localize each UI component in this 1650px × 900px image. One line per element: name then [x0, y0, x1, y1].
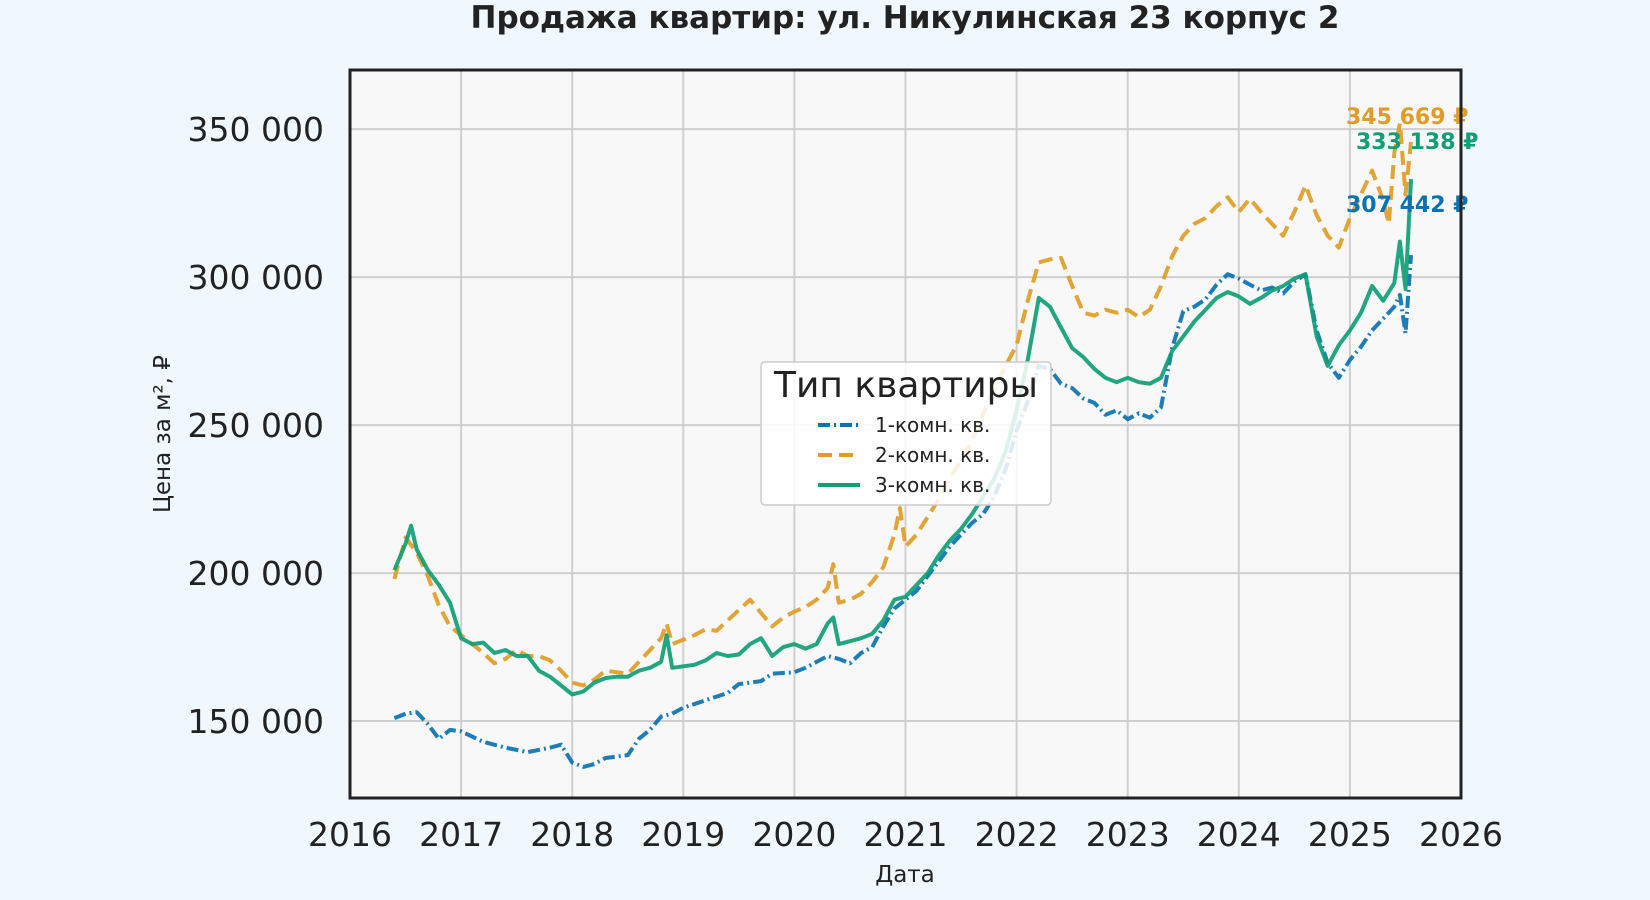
series-end-label-3: 333 138 ₽	[1356, 130, 1478, 155]
x-tick-label: 2022	[975, 815, 1059, 854]
chart-title: Продажа квартир: ул. Никулинская 23 корп…	[471, 0, 1340, 36]
series-line-1	[393, 254, 1413, 769]
legend-label-1: 1-комн. кв.	[875, 413, 990, 437]
x-tick-label: 2021	[864, 815, 948, 854]
x-tick-label: 2016	[308, 815, 392, 854]
x-tick-label: 2023	[1086, 815, 1170, 854]
end-labels: 307 442 ₽ 345 669 ₽333 138 ₽	[1346, 105, 1478, 218]
y-tick-label: 250 000	[188, 406, 324, 445]
y-axis-label: Цена за м², ₽	[150, 355, 176, 513]
series-layer	[392, 121, 1413, 769]
legend-box	[760, 361, 1052, 506]
x-tick-label: 2020	[752, 815, 836, 854]
legend-label-2: 2-комн. кв.	[875, 443, 990, 467]
series-end-label-2: 345 669 ₽	[1346, 105, 1468, 130]
x-axis-label: Дата	[875, 862, 935, 888]
y-tick-label: 150 000	[188, 702, 324, 741]
legend: Тип квартиры 1-комн. кв. 2-комн. кв. 3-ком…	[760, 361, 1052, 506]
series-end-label-1: 307 442 ₽	[1346, 193, 1468, 218]
y-axis-ticks: 150 000 200 000 250 000 300 000 350 000	[188, 110, 324, 741]
x-tick-label: 2019	[641, 815, 725, 854]
y-tick-label: 350 000	[188, 110, 324, 149]
legend-label-3: 3-комн. кв.	[875, 473, 990, 497]
y-tick-label: 300 000	[188, 258, 324, 297]
x-axis-ticks: 2016 2017 2018 2019 2020 2021 2022 2023 2024 2025…	[308, 815, 1503, 854]
y-tick-label: 200 000	[188, 554, 324, 593]
x-tick-label: 2026	[1419, 815, 1503, 854]
x-tick-label: 2025	[1308, 815, 1392, 854]
series-line-3	[392, 179, 1413, 697]
legend-title: Тип квартиры	[773, 365, 1038, 406]
plot-frame	[348, 68, 1463, 800]
series-line-2	[392, 121, 1413, 688]
x-tick-label: 2024	[1197, 815, 1281, 854]
x-tick-label: 2018	[530, 815, 614, 854]
x-tick-label: 2017	[419, 815, 503, 854]
